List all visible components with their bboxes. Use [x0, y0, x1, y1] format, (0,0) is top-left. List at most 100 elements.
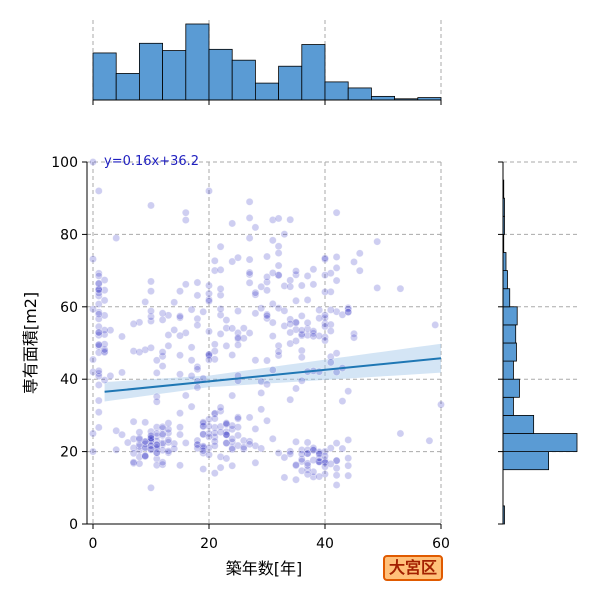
scatter-point [303, 296, 312, 304]
scatter-point [199, 449, 208, 457]
scatter-point [164, 341, 173, 350]
scatter-point [373, 284, 382, 292]
scatter-point [152, 429, 161, 438]
scatter-point [396, 284, 405, 293]
scatter-point [94, 423, 103, 432]
scatter-point [89, 355, 97, 364]
scatter-point [303, 465, 312, 474]
scatter-point [263, 314, 271, 323]
scatter-point [326, 352, 335, 361]
scatter-point [216, 284, 225, 293]
scatter-point [245, 437, 254, 446]
scatter-point [292, 475, 300, 484]
scatter-point [274, 341, 283, 350]
scatter-point [100, 326, 109, 335]
scatter-point [210, 256, 219, 265]
scatter-point [268, 216, 277, 224]
scatter-point [216, 265, 225, 274]
scatter-point [176, 409, 184, 418]
scatter-point [158, 362, 167, 370]
scatter-point [147, 317, 155, 325]
scatter-point [205, 281, 213, 290]
scatter-point [94, 286, 103, 294]
scatter-point [280, 230, 289, 239]
top-hist-bar [115, 73, 140, 101]
scatter-point [94, 381, 103, 389]
scatter-point [303, 331, 312, 340]
scatter-point [373, 237, 382, 246]
scatter-point [268, 236, 277, 245]
scatter-point [326, 327, 335, 335]
scatter-point [118, 332, 126, 341]
regression-layer [104, 357, 442, 393]
right-hist-bar [502, 306, 518, 326]
y-tick-label: 0 [69, 517, 78, 533]
scatter-point [147, 307, 155, 315]
scatter-point [355, 266, 364, 275]
scatter-point [205, 422, 213, 431]
scatter-point [89, 255, 97, 263]
scatter-point [268, 300, 277, 308]
grid-layer [87, 161, 442, 525]
scatter-point [129, 417, 138, 426]
scatter-point [332, 471, 341, 480]
scatter-point [210, 266, 219, 275]
scatter-point [147, 277, 155, 286]
scatter-point [321, 271, 329, 280]
scatter-point [100, 376, 109, 384]
scatter-point [222, 439, 231, 448]
scatter-point [286, 395, 295, 404]
scatter-point [251, 309, 260, 318]
scatter-point [332, 439, 341, 448]
scatter-point [234, 253, 242, 262]
scatter-point [274, 249, 283, 257]
right-hist-bar [502, 433, 578, 453]
scatter-point [152, 368, 161, 377]
scatter-point [176, 312, 184, 321]
scatter-point [292, 318, 300, 327]
right-hist-bar [502, 342, 517, 362]
scatter-point [297, 312, 306, 320]
scatter-point [152, 441, 161, 449]
scatter-point [89, 447, 97, 456]
scatter-point [222, 430, 231, 439]
scatter-point [141, 418, 150, 427]
scatter-point [187, 305, 196, 314]
scatter-point [147, 201, 155, 210]
scatter-point [199, 430, 208, 439]
scatter-point [100, 340, 109, 349]
scatter-point [193, 440, 202, 449]
scatter-point [210, 347, 219, 356]
scatter-point [94, 314, 103, 323]
scatter-point [100, 311, 109, 320]
scatter-point [147, 431, 155, 440]
scatter-point [292, 437, 300, 446]
scatter-point [274, 449, 283, 457]
scatter-point [164, 436, 173, 444]
scatter-point [176, 430, 184, 439]
scatter-point [263, 252, 271, 261]
scatter-point [274, 347, 283, 356]
scatter-point [100, 296, 109, 305]
scatter-point [158, 460, 167, 469]
scatter-point [344, 454, 353, 463]
scatter-point [222, 341, 231, 350]
scatter-point [210, 423, 219, 432]
top-hist-bar [162, 50, 187, 101]
scatter-point [303, 449, 312, 458]
scatter-point [309, 329, 318, 338]
scatter-point [94, 372, 103, 381]
scatter-point [158, 458, 167, 467]
scatter-point [263, 286, 271, 295]
scatter-point [164, 311, 173, 320]
scatter-point [292, 267, 300, 275]
scatter-point [181, 216, 190, 224]
scatter-point [297, 455, 306, 464]
scatter-point [187, 402, 196, 411]
right-histogram [498, 161, 580, 525]
scatter-point [176, 370, 184, 379]
top-hist-bar [185, 23, 210, 101]
scatter-point [321, 311, 329, 320]
scatter-point [147, 445, 155, 454]
scatter-point [326, 269, 335, 278]
